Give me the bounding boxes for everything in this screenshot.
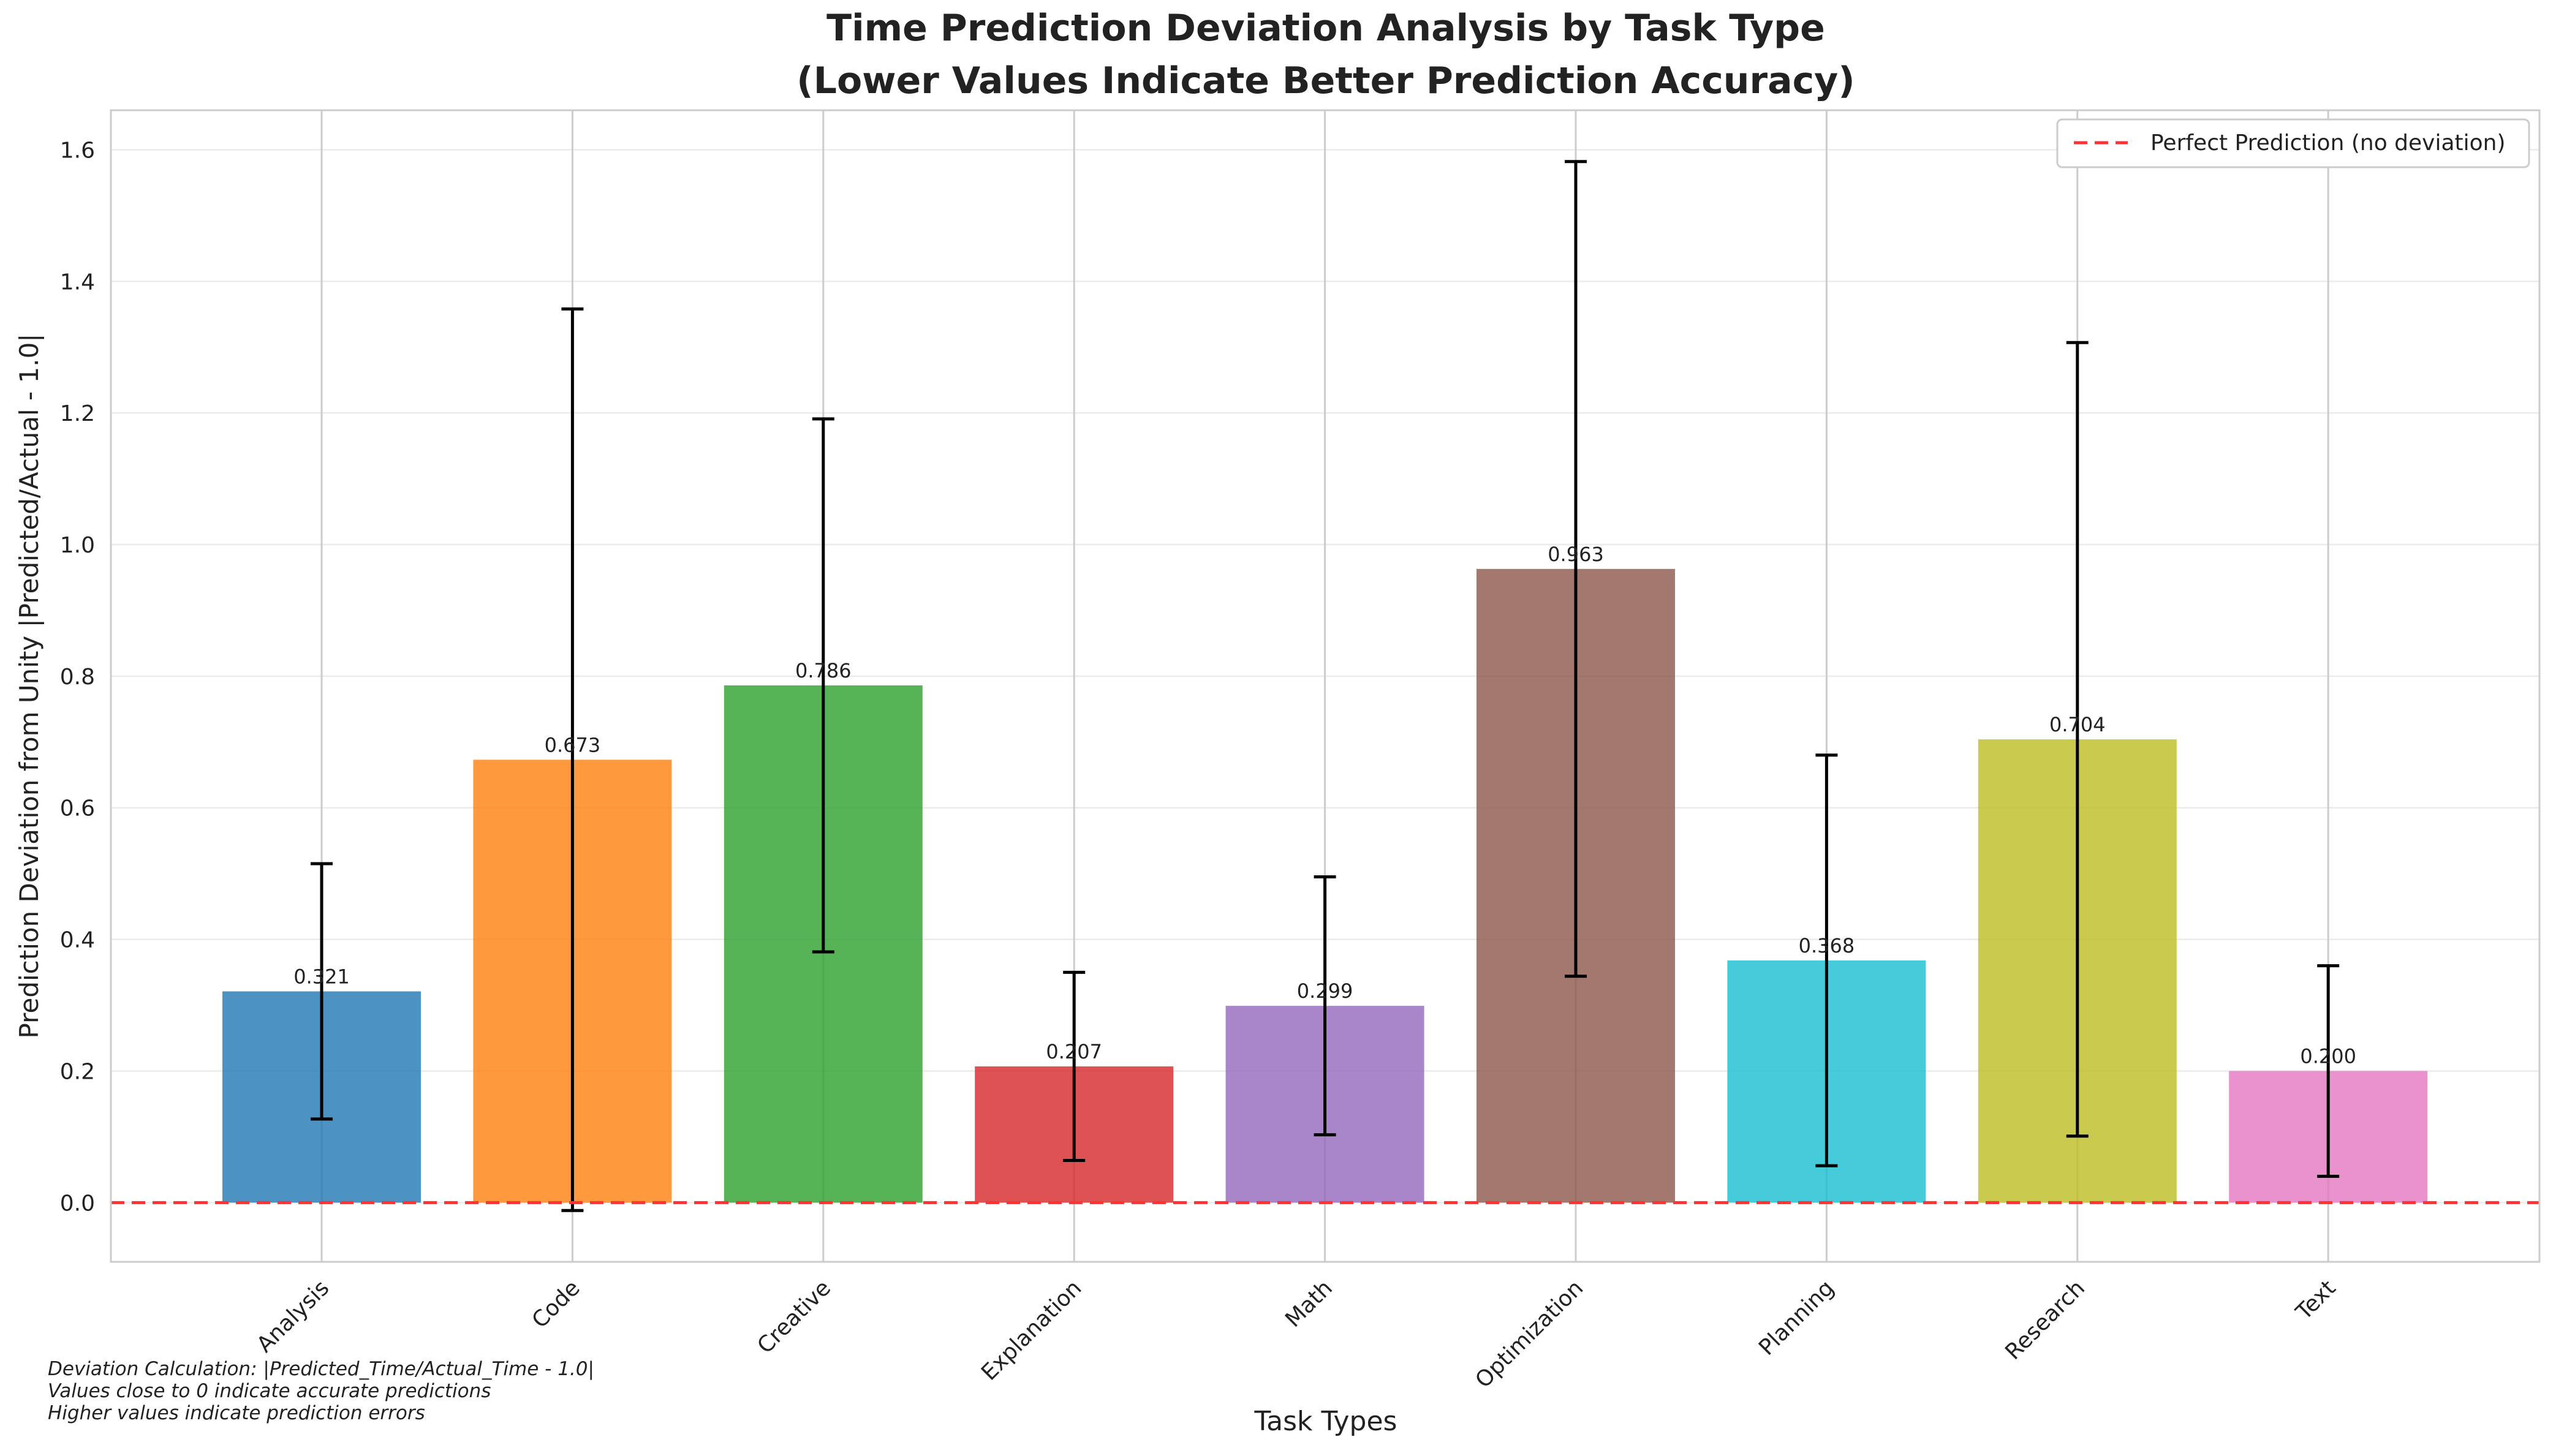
plot-frame (110, 109, 2541, 1263)
value-label-research: 0.704 (2049, 713, 2106, 736)
y-tick-label: 1.0 (60, 533, 95, 558)
value-label-creative: 0.786 (795, 659, 852, 682)
value-label-analysis: 0.321 (293, 965, 350, 988)
value-labels: 0.321 0.673 0.786 0.207 0.299 0.963 0.368 0.704… (293, 543, 2356, 1068)
y-tick-label: 0.4 (60, 928, 95, 953)
y-tick-label: 0.2 (60, 1059, 95, 1084)
error-bars (311, 160, 2340, 1212)
y-tick-label: 0.6 (60, 796, 95, 821)
y-tick-label: 0.8 (60, 665, 95, 690)
x-axis-label: Task Types (1254, 1406, 1397, 1437)
chart-subtitle: (Lower Values Indicate Better Prediction… (796, 59, 1855, 102)
y-tick-labels: 0.0 0.2 0.4 0.6 0.8 1.0 1.2 1.4 1.6 (60, 138, 95, 1216)
value-label-code: 0.673 (545, 733, 601, 756)
value-label-math: 0.299 (1297, 979, 1353, 1003)
value-label-explanation: 0.207 (1046, 1040, 1102, 1063)
y-tick-label: 1.2 (60, 401, 95, 426)
y-tick-label: 1.6 (60, 138, 95, 163)
footnote-line-2: Values close to 0 indicate accurate pred… (48, 1380, 491, 1402)
y-tick-label: 1.4 (60, 270, 95, 295)
value-label-optimization: 0.963 (1548, 543, 1604, 566)
value-label-text: 0.200 (2300, 1044, 2356, 1068)
legend-box (2056, 118, 2530, 168)
legend: Perfect Prediction (no deviation) (2056, 118, 2530, 168)
chart-title: Time Prediction Deviation Analysis by Ta… (826, 7, 1825, 50)
y-axis-label: Prediction Deviation from Unity |Predict… (14, 334, 44, 1039)
y-tick-label: 0.0 (60, 1191, 95, 1216)
footnote-line-3: Higher values indicate prediction errors (48, 1402, 425, 1424)
value-label-planning: 0.368 (1799, 934, 1855, 957)
legend-entry-perfect-prediction: Perfect Prediction (no deviation) (2150, 130, 2506, 156)
footnote-line-1: Deviation Calculation: |Predicted_Time/A… (48, 1358, 594, 1380)
